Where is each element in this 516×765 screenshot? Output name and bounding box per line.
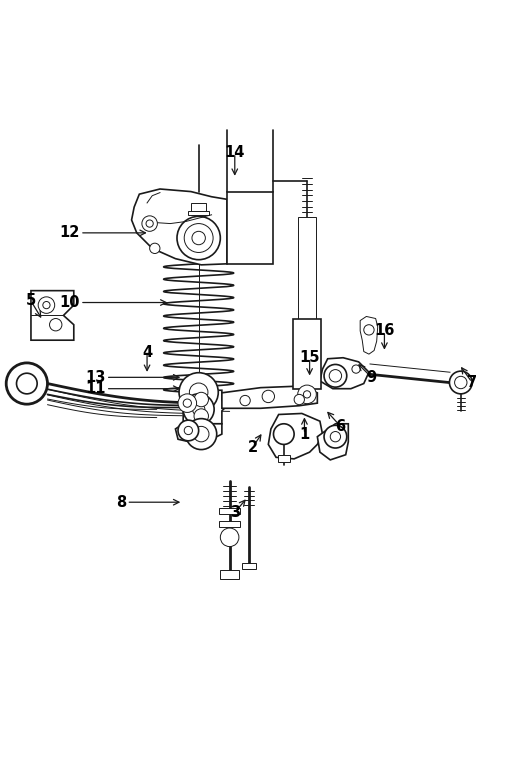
Polygon shape xyxy=(183,390,227,424)
Circle shape xyxy=(192,403,205,415)
Circle shape xyxy=(178,394,197,412)
Circle shape xyxy=(220,528,239,546)
Polygon shape xyxy=(132,189,227,265)
Bar xyxy=(191,203,206,212)
Circle shape xyxy=(150,243,160,253)
Bar xyxy=(220,571,239,578)
Text: 14: 14 xyxy=(224,145,245,161)
Circle shape xyxy=(17,373,37,394)
Text: 13: 13 xyxy=(86,369,106,385)
Circle shape xyxy=(324,364,347,387)
Text: 6: 6 xyxy=(335,419,346,434)
Circle shape xyxy=(6,363,47,404)
Circle shape xyxy=(352,365,360,373)
Circle shape xyxy=(192,231,205,245)
Bar xyxy=(227,191,273,264)
Circle shape xyxy=(194,409,208,423)
Circle shape xyxy=(273,424,294,444)
Circle shape xyxy=(455,376,467,389)
Text: 8: 8 xyxy=(116,495,126,509)
Bar xyxy=(242,562,256,569)
Bar xyxy=(219,521,240,527)
Bar xyxy=(298,217,316,319)
Circle shape xyxy=(184,223,213,252)
Bar xyxy=(278,454,290,463)
Polygon shape xyxy=(222,386,317,409)
Text: 10: 10 xyxy=(59,295,80,310)
Text: 11: 11 xyxy=(85,381,106,396)
Bar xyxy=(219,508,240,514)
Circle shape xyxy=(38,297,55,314)
Polygon shape xyxy=(268,413,322,459)
Bar xyxy=(188,210,209,215)
Circle shape xyxy=(298,385,316,404)
Text: 7: 7 xyxy=(467,375,477,390)
Circle shape xyxy=(194,426,209,442)
Circle shape xyxy=(303,391,311,398)
Text: 2: 2 xyxy=(248,440,258,454)
Circle shape xyxy=(294,395,304,405)
Text: 1: 1 xyxy=(299,427,310,441)
Polygon shape xyxy=(31,291,74,340)
Polygon shape xyxy=(317,424,348,460)
Text: 12: 12 xyxy=(60,226,80,240)
Circle shape xyxy=(262,390,275,402)
Circle shape xyxy=(186,418,217,450)
Circle shape xyxy=(50,318,62,331)
Text: 5: 5 xyxy=(26,294,36,308)
Polygon shape xyxy=(175,424,222,444)
Text: 9: 9 xyxy=(366,369,377,385)
Circle shape xyxy=(43,301,50,309)
Circle shape xyxy=(183,394,214,425)
Text: 3: 3 xyxy=(230,505,240,520)
Circle shape xyxy=(142,216,157,231)
Text: 16: 16 xyxy=(374,324,395,338)
Circle shape xyxy=(240,396,250,405)
Circle shape xyxy=(178,420,199,441)
Circle shape xyxy=(364,324,374,335)
Circle shape xyxy=(324,425,347,448)
Polygon shape xyxy=(320,358,369,389)
Bar xyxy=(293,319,321,389)
Circle shape xyxy=(183,399,191,407)
Circle shape xyxy=(189,383,208,402)
Circle shape xyxy=(194,392,208,407)
Polygon shape xyxy=(360,317,378,354)
Circle shape xyxy=(329,369,342,382)
Circle shape xyxy=(179,373,218,412)
Circle shape xyxy=(330,431,341,442)
Circle shape xyxy=(449,371,472,394)
Circle shape xyxy=(184,426,192,435)
Circle shape xyxy=(177,216,220,259)
Text: 4: 4 xyxy=(142,345,152,360)
Text: 15: 15 xyxy=(299,350,320,365)
Circle shape xyxy=(146,220,153,227)
